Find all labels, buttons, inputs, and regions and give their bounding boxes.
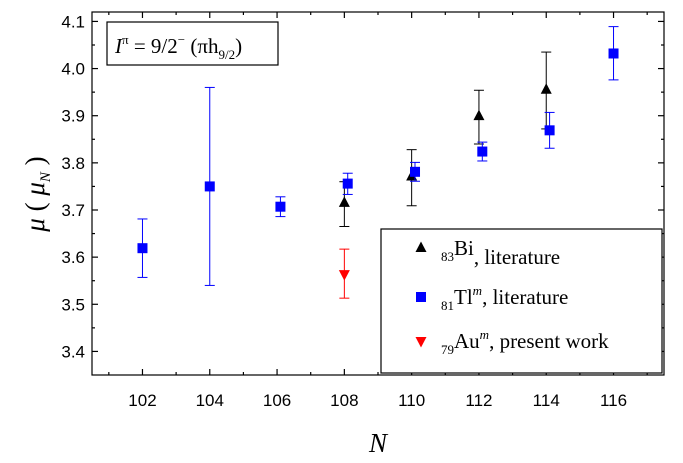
annotation-spin: I [114, 34, 123, 58]
legend-label-sub: 79 [441, 342, 454, 357]
legend-item: 79Aum, present work [415, 327, 609, 357]
svg-text:μ ( μN ): μ ( μN ) [20, 156, 54, 232]
data-point [204, 181, 215, 192]
data-point [477, 146, 488, 157]
y-axis-label-close: ) [20, 156, 50, 172]
data-point [544, 125, 555, 136]
y-tick-label: 3.5 [61, 295, 85, 314]
y-axis-label: μ ( μN ) [20, 156, 54, 232]
series-2 [137, 26, 619, 286]
legend-label-main: Au [454, 329, 480, 353]
series-3 [338, 248, 350, 299]
annotation-config-sub: 9/2 [218, 47, 235, 62]
legend-label-post: , literature [474, 245, 560, 269]
y-tick-label: 3.4 [61, 342, 85, 361]
y-tick-label: 3.8 [61, 154, 85, 173]
legend-label-post: , present work [489, 329, 609, 353]
legend-label-sup: m [480, 327, 489, 342]
legend-label-post: , literature [482, 285, 568, 309]
legend-item: 83Bi, literature [415, 236, 560, 269]
y-tick-label: 4.1 [61, 12, 85, 31]
annotation-text: Iπ = 9/2− (πh9/2) [114, 32, 242, 62]
y-axis-label-unit-sub: N [38, 171, 54, 183]
x-tick-label: 110 [398, 391, 425, 410]
legend-label-main: Bi [454, 236, 474, 260]
y-tick-label: 3.6 [61, 248, 85, 267]
legend-label-sub: 83 [441, 249, 454, 264]
legend-label-sup: m [473, 283, 482, 298]
data-point [608, 48, 619, 59]
legend-marker [415, 337, 427, 348]
legend-item: 81Tlm, literature [416, 283, 568, 313]
y-tick-label: 3.7 [61, 201, 85, 220]
annotation-value: = 9/2 [129, 34, 178, 58]
x-tick-label: 108 [330, 391, 358, 410]
y-tick-label: 4.0 [61, 60, 85, 79]
x-tick-label: 102 [128, 391, 156, 410]
y-axis-label-open: ( [20, 196, 50, 219]
data-point [342, 178, 353, 189]
data-point [275, 201, 286, 212]
y-axis-label-mu: μ [20, 218, 50, 233]
y-axis-label-unit: μ [20, 182, 50, 197]
annotation-minus: − [178, 32, 185, 47]
data-point [473, 109, 485, 121]
data-point [137, 243, 148, 254]
x-axis-label: N [368, 428, 389, 458]
legend-marker [416, 292, 426, 302]
annotation-parity: π [122, 32, 129, 47]
legend-label-main: Tl [454, 285, 473, 309]
series-1 [338, 51, 552, 227]
legend-label: 81Tlm, literature [441, 283, 568, 313]
data-point [338, 196, 350, 207]
data-point [338, 270, 350, 281]
data-point [410, 166, 421, 177]
data-point [540, 83, 552, 94]
y-tick-label: 3.9 [61, 107, 85, 126]
x-tick-label: 104 [196, 391, 224, 410]
x-tick-label: 106 [263, 391, 291, 410]
x-tick-label: 114 [533, 391, 560, 410]
legend-label-sub: 81 [441, 298, 454, 313]
axis-ticks: 102 104 106 108 110 112 114 116 3.4 3.5 3.6 3.7 3.8 3… [61, 12, 664, 410]
legend-label: 79Aum, present work [441, 327, 609, 357]
x-tick-label: 116 [600, 391, 627, 410]
annotation-frame [106, 21, 279, 66]
annotation-box: Iπ = 9/2− (πh9/2) [106, 21, 279, 66]
annotation-config: (πh [185, 34, 219, 58]
annotation-close: ) [235, 34, 242, 58]
legend-label: 83Bi, literature [441, 236, 560, 269]
legend-frame [380, 228, 663, 374]
legend-marker [415, 241, 427, 252]
data-series [137, 26, 619, 299]
x-tick-label: 112 [465, 391, 492, 410]
